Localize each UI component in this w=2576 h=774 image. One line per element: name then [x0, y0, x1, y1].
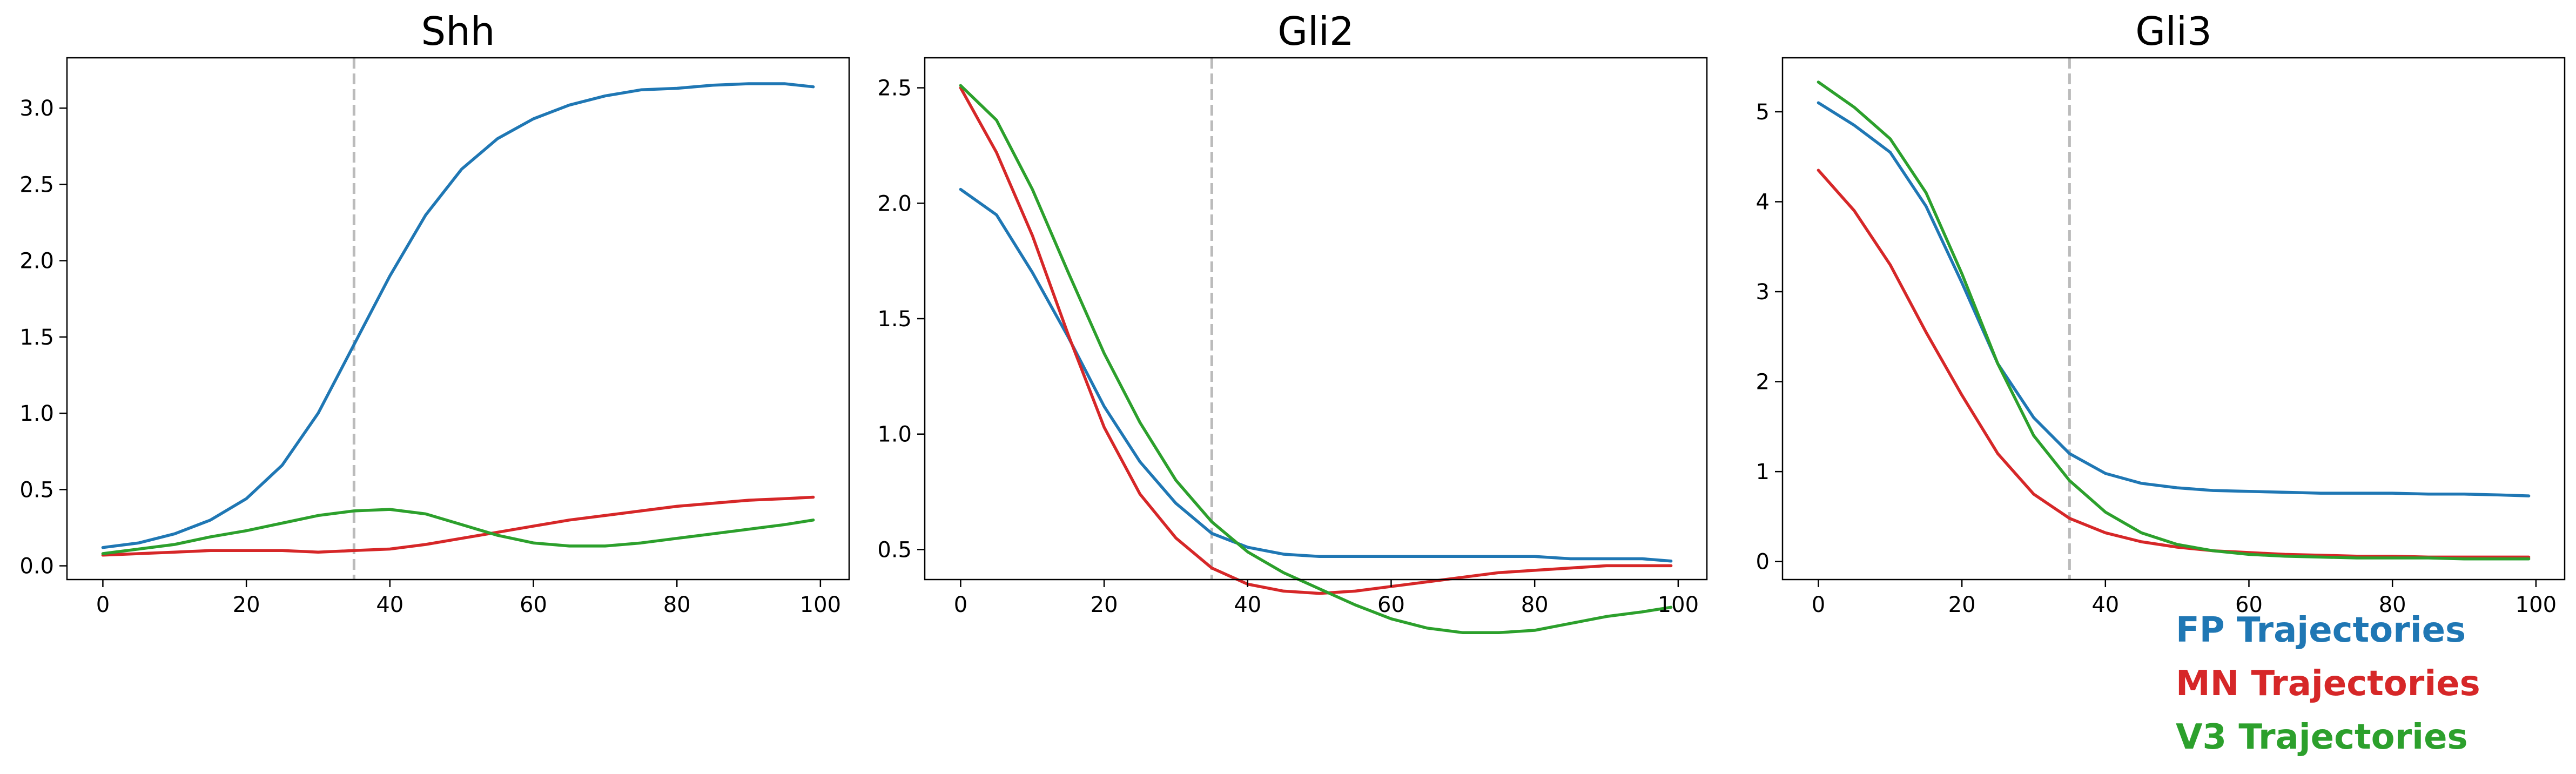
- y-tick-label: 1.0: [877, 422, 912, 447]
- y-tick-label: 0.0: [19, 554, 54, 579]
- y-tick-label: 3: [1756, 280, 1770, 305]
- y-tick-label: 4: [1756, 190, 1770, 214]
- y-tick-label: 0.5: [877, 537, 912, 562]
- series-line-gli3-v3: [1817, 80, 2531, 561]
- y-tick-label: 2.0: [19, 249, 54, 274]
- x-tick-label: 80: [663, 593, 691, 617]
- series-line-gli2-v3: [959, 84, 1673, 635]
- x-tick-label: 0: [1812, 593, 1825, 617]
- y-tick-label: 2.5: [877, 76, 912, 101]
- plot-frame-gli2: [924, 57, 1708, 581]
- chart-title-gli2: Gli2: [1277, 9, 1354, 54]
- legend-entry-fp: FP Trajectories: [2176, 610, 2466, 650]
- series-line-shh-v3: [101, 508, 815, 555]
- series-line-gli3-mn: [1817, 169, 2531, 559]
- y-tick-label: 5: [1756, 100, 1770, 125]
- x-tick-label: 60: [2235, 593, 2263, 617]
- x-tick-label: 100: [1658, 593, 1699, 617]
- legend-entry-v3: V3 Trajectories: [2176, 717, 2468, 757]
- y-tick-label: 2: [1756, 370, 1770, 395]
- x-tick-label: 40: [1234, 593, 1261, 617]
- x-tick-label: 20: [1091, 593, 1118, 617]
- plot-frame-shh: [66, 57, 850, 581]
- chart-title-shh: Shh: [421, 9, 495, 54]
- x-tick-label: 20: [1948, 593, 1976, 617]
- x-tick-label: 80: [1521, 593, 1549, 617]
- y-tick-label: 0.5: [19, 477, 54, 502]
- y-tick-label: 0: [1756, 550, 1770, 575]
- legend-entry-mn: MN Trajectories: [2176, 664, 2480, 704]
- x-tick-label: 100: [2516, 593, 2557, 617]
- series-line-shh-fp: [101, 82, 815, 549]
- y-tick-label: 1: [1756, 460, 1770, 484]
- chart-title-gli3: Gli3: [2135, 9, 2212, 54]
- x-tick-label: 60: [520, 593, 547, 617]
- legend: FP Trajectories MN Trajectories V3 Traje…: [2176, 604, 2554, 764]
- series-line-gli3-fp: [1817, 101, 2531, 497]
- series-line-gli2-mn: [959, 86, 1673, 595]
- y-tick-label: 2.0: [877, 191, 912, 216]
- x-tick-label: 0: [954, 593, 967, 617]
- y-tick-label: 1.5: [877, 307, 912, 332]
- plot-frame-gli3: [1781, 57, 2566, 581]
- y-tick-label: 1.0: [19, 401, 54, 426]
- x-tick-label: 40: [376, 593, 403, 617]
- x-tick-label: 40: [2091, 593, 2119, 617]
- x-tick-label: 20: [233, 593, 260, 617]
- x-tick-label: 60: [1377, 593, 1405, 617]
- y-tick-label: 2.5: [19, 172, 54, 197]
- y-tick-label: 1.5: [19, 325, 54, 350]
- x-tick-label: 0: [96, 593, 110, 617]
- series-line-shh-mn: [101, 495, 815, 557]
- x-tick-label: 100: [800, 593, 841, 617]
- series-line-gli2-fp: [959, 187, 1673, 563]
- y-tick-label: 3.0: [19, 96, 54, 121]
- x-tick-label: 80: [2379, 593, 2406, 617]
